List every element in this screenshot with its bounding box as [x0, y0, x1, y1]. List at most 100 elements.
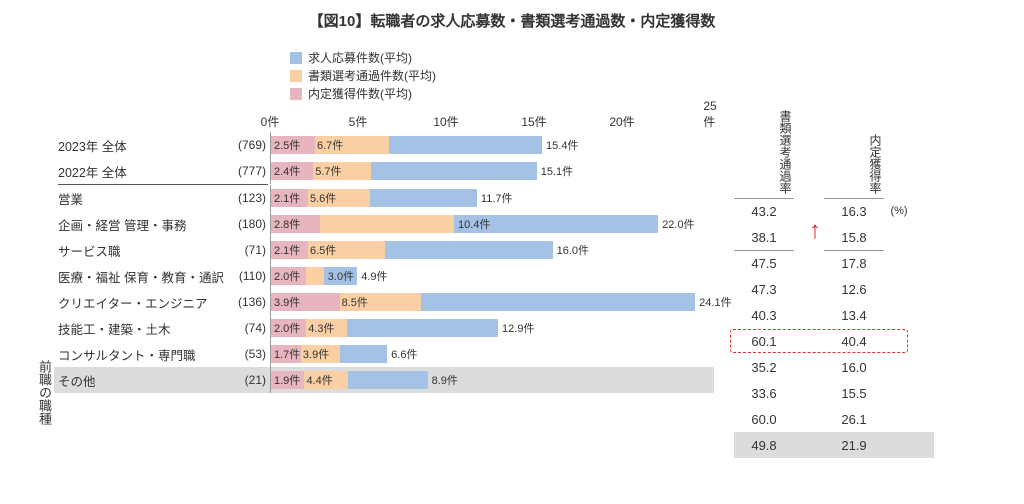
category-label: クリエイター・エンジニア — [54, 293, 224, 312]
bar-label-doc: 3.0件 — [324, 268, 354, 284]
bar-label-app: 15.4件 — [542, 137, 578, 153]
bar-label-app: 16.0件 — [553, 242, 589, 258]
sample-size: (71) — [224, 243, 270, 257]
bar-cell: 12.9件4.3件2.0件 — [270, 315, 710, 341]
rate-row: 33.6 15.5 — [734, 380, 934, 406]
bar-offers: 2.5件 — [271, 136, 315, 154]
sample-size: (74) — [224, 321, 270, 335]
rate-row: 35.216.0 — [734, 354, 934, 380]
category-label: その他 — [54, 371, 224, 390]
header-doc-rate: 書類選考通過率 — [734, 110, 794, 198]
legend-label-doc: 書類選考通過件数(平均) — [308, 67, 436, 84]
offer-rate: 13.4 — [824, 308, 884, 323]
bar-cell: 8.9件4.4件1.9件 — [270, 367, 710, 393]
chart-title: 【図10】転職者の求人応募数・書類選考通過数・内定獲得数 — [30, 10, 994, 31]
offer-rate: 40.4 — [824, 334, 884, 349]
offer-rate: 15.8 — [824, 230, 884, 245]
bar-label-app: 22.0件 — [658, 216, 694, 232]
rate-row: 60.0 26.1 — [734, 406, 934, 432]
category-label: 2023年 全体 — [54, 136, 224, 155]
x-axis: 0件5件10件15件20件25件 — [54, 110, 714, 132]
doc-pass-rate: 47.3 — [734, 282, 794, 297]
swatch-doc — [290, 70, 302, 82]
sample-size: (123) — [224, 191, 270, 205]
bar-cell: 22.0件 10.4件 2.8件 — [270, 211, 710, 237]
bar-cell: 15.1件5.7件2.4件 — [270, 158, 710, 184]
bar-offers: 3.9件 — [271, 293, 340, 311]
legend-label-off: 内定獲得件数(平均) — [308, 85, 412, 102]
bar-label-off: 2.8件 — [271, 216, 300, 232]
data-row: 2023年 全体(769)15.4件6.7件2.5件 — [54, 132, 714, 158]
bar-label-off: 2.1件 — [271, 190, 300, 206]
bar-cell: 15.4件6.7件2.5件 — [270, 132, 710, 158]
bar-cell: 11.7件5.6件2.1件 — [270, 185, 710, 211]
doc-pass-rate: 60.1 — [734, 334, 794, 349]
data-row: 医療・福祉 保育・教育・通訳(110)4.9件3.0件2.0件 — [54, 263, 714, 289]
legend-item-app: 求人応募件数(平均) — [290, 49, 994, 66]
bar-offers: 2.1件 — [271, 189, 308, 207]
doc-pass-rate: 40.3 — [734, 308, 794, 323]
bar-label-off: 2.5件 — [271, 137, 300, 153]
sample-size: (110) — [224, 269, 270, 283]
rate-row: 40.3 13.4 — [734, 302, 934, 328]
percent-unit: (%) — [884, 205, 914, 217]
bar-label-app: 15.1件 — [537, 163, 573, 179]
category-label: サービス職 — [54, 241, 224, 260]
bar-label-off: 2.4件 — [271, 163, 300, 179]
bar-label-app: 6.6件 — [387, 346, 417, 362]
doc-pass-rate: 49.8 — [734, 438, 794, 453]
chart-rows: 0件5件10件15件20件25件 2023年 全体(769)15.4件6.7件2… — [54, 110, 714, 393]
x-tick: 0件 — [261, 113, 280, 130]
sample-size: (21) — [224, 373, 270, 387]
category-label: コンサルタント・専門職 — [54, 345, 224, 364]
bar-offers: 1.7件 — [271, 345, 301, 363]
bar-label-app: 8.9件 — [428, 372, 458, 388]
offer-rate: 26.1 — [824, 412, 884, 427]
x-tick: 5件 — [349, 113, 368, 130]
bar-label-off: 2.0件 — [271, 320, 300, 336]
sample-size: (180) — [224, 217, 270, 231]
rate-row: 47.5 17.8 — [734, 250, 934, 276]
doc-pass-rate: 33.6 — [734, 386, 794, 401]
sample-size: (53) — [224, 347, 270, 361]
doc-pass-rate: 60.0 — [734, 412, 794, 427]
side-group-label: 前職の職種 — [30, 110, 54, 425]
offer-rate: 21.9 — [824, 438, 884, 453]
bar-offers: 2.4件 — [271, 162, 313, 180]
header-off-rate: 内定獲得率 — [824, 134, 884, 198]
x-tick: 25件 — [703, 99, 716, 130]
offer-rate: 17.8 — [824, 256, 884, 271]
rate-row: 49.8 21.9 — [734, 432, 934, 458]
bar-offers: 2.8件 — [271, 215, 320, 233]
x-tick: 20件 — [609, 113, 634, 130]
data-row: 2022年 全体(777)15.1件5.7件2.4件 — [54, 158, 714, 184]
data-row: 営業(123)11.7件5.6件2.1件 — [54, 185, 714, 211]
swatch-app — [290, 52, 302, 64]
rate-row: 47.312.6 — [734, 276, 934, 302]
bar-label-app: 24.1件 — [695, 294, 731, 310]
bar-label-doc: 10.4件 — [454, 216, 490, 232]
bar-label-off: 2.1件 — [271, 242, 300, 258]
category-label: 技能工・建築・土木 — [54, 319, 224, 338]
bar-cell: 4.9件3.0件2.0件 — [270, 263, 710, 289]
category-label: 企画・経営 管理・事務 — [54, 215, 224, 234]
category-label: 営業 — [54, 189, 224, 208]
bar-label-off: 3.9件 — [271, 294, 300, 310]
bar-label-off: 1.7件 — [271, 346, 300, 362]
doc-pass-rate: 47.5 — [734, 256, 794, 271]
bar-offers: 2.1件 — [271, 241, 308, 259]
offer-rate: 15.5 — [824, 386, 884, 401]
bar-offers: 2.0件 — [271, 319, 306, 337]
doc-pass-rate: 43.2 — [734, 204, 794, 219]
doc-pass-rate: 35.2 — [734, 360, 794, 375]
bar-offers: 2.0件 — [271, 267, 306, 285]
data-row: 技能工・建築・土木(74)12.9件4.3件2.0件 — [54, 315, 714, 341]
doc-pass-rate: 38.1 — [734, 230, 794, 245]
bar-cell: 24.1件8.5件3.9件 — [270, 289, 710, 315]
legend: 求人応募件数(平均) 書類選考通過件数(平均) 内定獲得件数(平均) — [290, 49, 994, 102]
category-label: 医療・福祉 保育・教育・通訳 — [54, 267, 224, 286]
rate-row: 60.1 40.4 — [734, 328, 934, 354]
bar-label-off: 1.9件 — [271, 372, 300, 388]
bar-label-app: 11.7件 — [477, 190, 513, 206]
legend-item-off: 内定獲得件数(平均) — [290, 85, 994, 102]
